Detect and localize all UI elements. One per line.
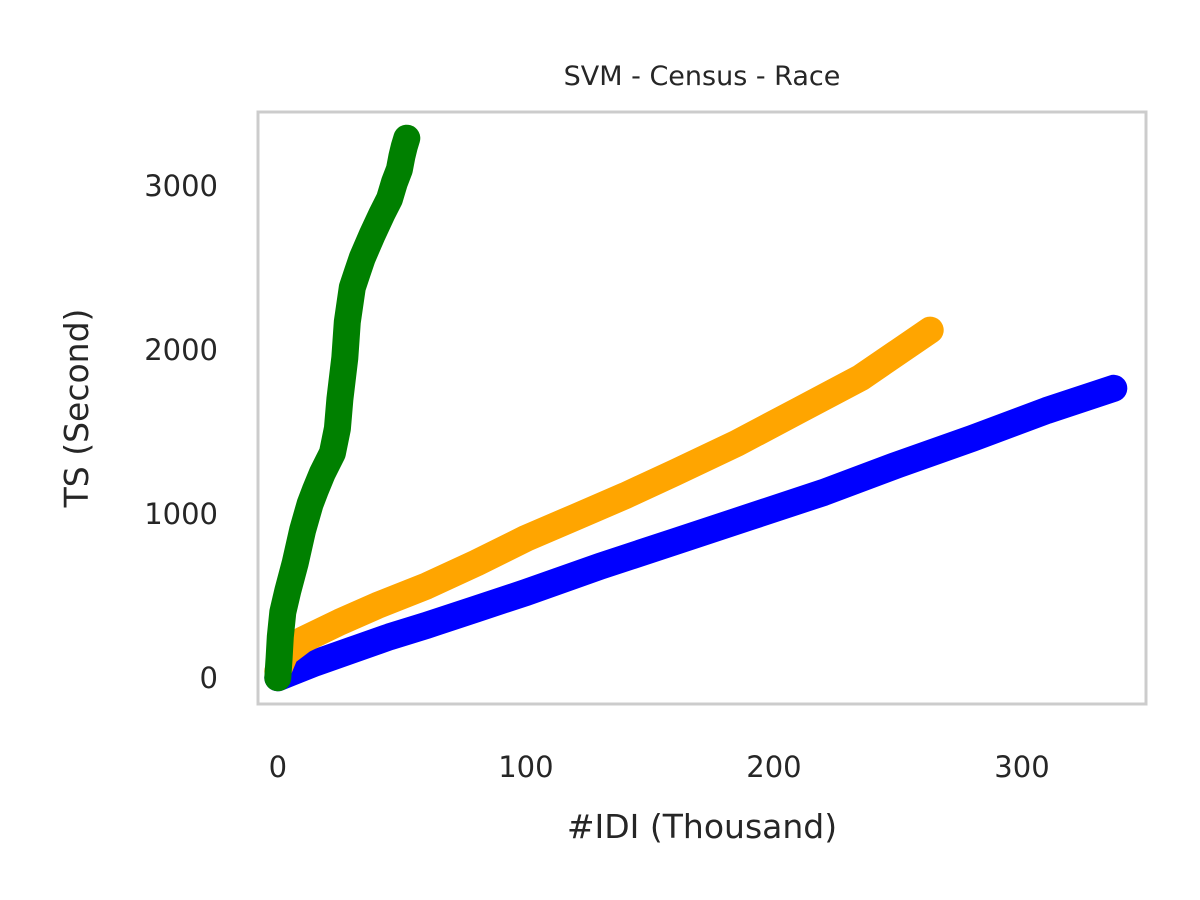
x-tick-label: 300 — [994, 750, 1049, 784]
series-line-1 — [264, 374, 1128, 692]
x-tick-label: 100 — [498, 750, 553, 784]
x-tick-label: 0 — [269, 750, 287, 784]
chart-title: SVM - Census - Race — [564, 61, 841, 92]
x-tick-label: 200 — [746, 750, 801, 784]
y-tick-label: 3000 — [144, 169, 218, 203]
plot-frame — [256, 110, 1148, 706]
y-tick-label: 2000 — [144, 333, 218, 367]
y-tick-label: 1000 — [144, 497, 218, 531]
x-axis-label: #IDI (Thousand) — [567, 807, 837, 846]
series-line-3 — [264, 124, 421, 692]
plot-area — [264, 124, 1128, 692]
series-line-2 — [264, 316, 944, 685]
y-tick-label: 0 — [200, 661, 218, 695]
y-axis-label: TS (Second) — [57, 309, 96, 509]
